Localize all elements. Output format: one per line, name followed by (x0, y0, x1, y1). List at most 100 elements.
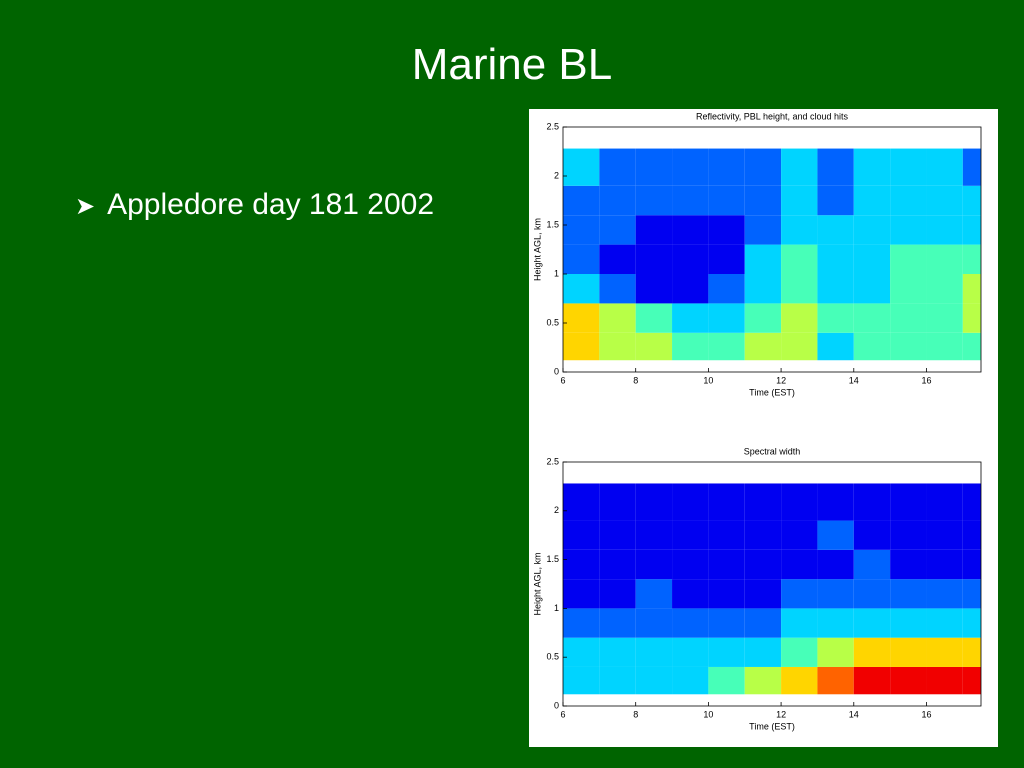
y-tick-label: 1 (554, 268, 559, 278)
heatmap-cell (781, 666, 818, 695)
heatmap-cell (962, 549, 981, 580)
heatmap-cell (781, 332, 818, 361)
heatmap-cell (708, 215, 745, 245)
heatmap-cell (817, 332, 854, 361)
heatmap-cell (672, 148, 709, 186)
heatmap-cell (599, 637, 636, 667)
heatmap-cell (599, 549, 636, 580)
heatmap-cell (781, 483, 818, 521)
y-tick-label: 1.5 (546, 219, 559, 229)
heatmap-cell (744, 483, 782, 521)
heatmap-cell (599, 332, 636, 361)
heatmap-cell (599, 244, 636, 274)
heatmap-cell (563, 244, 600, 274)
heatmap-cell (563, 579, 600, 609)
y-tick-label: 0 (554, 700, 559, 710)
heatmap-cell (672, 608, 709, 638)
heatmap-cell (962, 303, 981, 333)
heatmap-cell (635, 244, 673, 274)
heatmap-cell (962, 148, 981, 186)
heatmap-cell (853, 666, 891, 695)
heatmap-cell (563, 332, 600, 361)
x-tick-label: 14 (849, 375, 859, 385)
heatmap-cell (672, 483, 709, 521)
heatmap-cell (926, 483, 963, 521)
heatmap-cell (817, 608, 854, 638)
heatmap-cell (890, 215, 927, 245)
heatmap-cell (599, 303, 636, 333)
heatmap-cell (635, 274, 673, 304)
x-tick-label: 6 (560, 375, 565, 385)
x-tick-label: 16 (921, 709, 931, 719)
heatmap-cell (708, 666, 745, 695)
heatmap-cell (817, 148, 854, 186)
heatmap-cell (599, 215, 636, 245)
heatmap-cell (890, 520, 927, 550)
heatmap-cell (744, 637, 782, 667)
heatmap-cell (926, 520, 963, 550)
slide-title: Marine BL (411, 40, 613, 89)
heatmap-cell (672, 579, 709, 609)
heatmap-cell (563, 520, 600, 550)
heatmap-cell (817, 579, 854, 609)
heatmap-cell (781, 579, 818, 609)
heatmap-cell (926, 303, 963, 333)
y-tick-label: 2 (554, 170, 559, 180)
heatmap-cell (635, 666, 673, 695)
heatmap-cell (635, 637, 673, 667)
heatmap-cell (853, 549, 891, 580)
axes-frame (562, 461, 982, 707)
heatmap-cell (926, 637, 963, 667)
heatmap-cell (817, 483, 854, 521)
heatmap-cell (853, 520, 891, 550)
heatmap-cell (962, 637, 981, 667)
heatmap-cell (926, 274, 963, 304)
heatmap-cell (962, 185, 981, 216)
heatmap-cell (563, 608, 600, 638)
heatmap-cell (672, 332, 709, 361)
heatmap-cell (890, 549, 927, 580)
heatmap-cell (672, 549, 709, 580)
heatmap-cell (781, 549, 818, 580)
y-axis-label: Height AGL, km (532, 218, 542, 281)
chart-title: Reflectivity, PBL height, and cloud hits (696, 111, 849, 121)
heatmap-cell (599, 608, 636, 638)
heatmap-cell (817, 666, 854, 695)
chart-title: Spectral width (744, 446, 801, 456)
heatmap-cell (781, 185, 818, 216)
heatmap-cell (708, 579, 745, 609)
y-tick-label: 2 (554, 505, 559, 515)
heatmap-cell (890, 666, 927, 695)
heatmap-cell (817, 215, 854, 245)
heatmap-cell (635, 185, 673, 216)
heatmap-cell (853, 637, 891, 667)
heatmap-cell (744, 185, 782, 216)
heatmap-cell (672, 215, 709, 245)
heatmap-cell (781, 608, 818, 638)
x-tick-label: 8 (633, 375, 638, 385)
heatmap-cell (672, 666, 709, 695)
heatmap-cell (853, 148, 891, 186)
y-tick-label: 2.5 (546, 121, 559, 131)
heatmap-cell (926, 666, 963, 695)
heatmap-cell (926, 332, 963, 361)
x-tick-label: 10 (703, 375, 713, 385)
x-tick-label: 16 (921, 375, 931, 385)
heatmap-cell (708, 303, 745, 333)
heatmap-cell (962, 608, 981, 638)
heatmap-cell (853, 185, 891, 216)
heatmap-cell (672, 244, 709, 274)
heatmap-cell (708, 244, 745, 274)
heatmap-cell (744, 579, 782, 609)
axes-frame (562, 126, 982, 373)
y-tick-label: 1.5 (546, 554, 559, 564)
heatmap-cell (781, 274, 818, 304)
heatmap-cell (853, 215, 891, 245)
heatmap-cell (744, 666, 782, 695)
x-axis-label: Time (EST) (749, 387, 795, 397)
heatmap-cell (635, 332, 673, 361)
heatmap-cell (926, 549, 963, 580)
heatmap-cell (563, 637, 600, 667)
